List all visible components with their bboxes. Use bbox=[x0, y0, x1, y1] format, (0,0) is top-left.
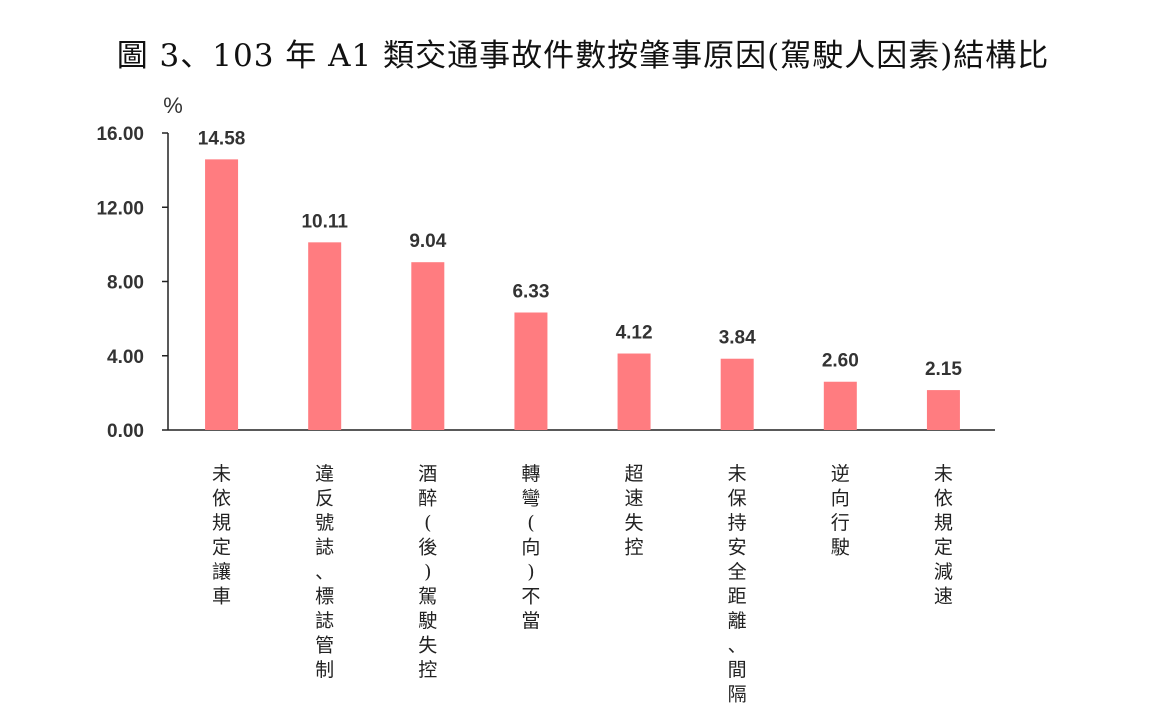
bar bbox=[720, 358, 754, 430]
bar bbox=[411, 262, 445, 430]
category-label: 超速失控 bbox=[625, 463, 644, 559]
data-labels: 14.58 10.11 9.04 6.33 4.12 3.84 2.60 2.15 bbox=[198, 128, 963, 380]
bar bbox=[205, 159, 239, 430]
data-label: 3.84 bbox=[719, 328, 756, 349]
y-tick-label: 0.00 bbox=[107, 421, 144, 442]
data-label: 2.60 bbox=[822, 351, 859, 372]
category-labels: 未依規定讓車 違反號誌、標誌管制 酒醉(後)駕駛失控 轉彎(向)不當 超速失控 未保持安全… bbox=[212, 463, 953, 706]
data-label: 14.58 bbox=[198, 128, 246, 149]
y-tick-label: 12.00 bbox=[96, 198, 144, 219]
y-tick-label: 4.00 bbox=[107, 347, 144, 368]
bar bbox=[823, 381, 857, 430]
category-label: 酒醉(後)駕駛失控 bbox=[418, 463, 437, 681]
category-label: 違反號誌、標誌管制 bbox=[315, 463, 334, 681]
y-axis-unit-label: % bbox=[163, 93, 183, 118]
data-label: 4.12 bbox=[616, 323, 653, 344]
bar bbox=[514, 312, 548, 430]
y-tick-label: 8.00 bbox=[107, 273, 144, 294]
y-axis: 0.00 4.00 8.00 12.00 16.00 bbox=[96, 124, 169, 442]
category-label: 未保持安全距離、間隔 bbox=[728, 463, 747, 706]
data-label: 10.11 bbox=[301, 211, 348, 232]
data-label: 2.15 bbox=[925, 359, 962, 380]
y-tick-label: 16.00 bbox=[96, 124, 144, 145]
bar bbox=[926, 390, 960, 430]
category-label: 轉彎(向)不當 bbox=[521, 463, 540, 632]
chart-title: 圖 3、103 年 A1 類交通事故件數按肇事原因(駕駛人因素)結構比 bbox=[116, 38, 1050, 74]
category-label: 逆向行駛 bbox=[831, 463, 850, 559]
data-label: 9.04 bbox=[409, 231, 446, 252]
data-label: 6.33 bbox=[512, 281, 549, 302]
bars bbox=[205, 159, 960, 430]
category-label: 未依規定減速 bbox=[934, 463, 953, 608]
category-label: 未依規定讓車 bbox=[212, 463, 231, 608]
bar bbox=[308, 242, 342, 430]
bar bbox=[617, 353, 651, 430]
